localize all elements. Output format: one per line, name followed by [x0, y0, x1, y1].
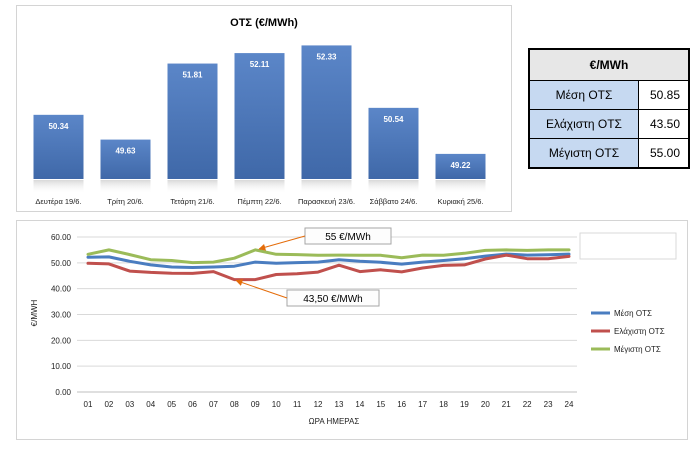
annotation-label-min: 43,50 €/MWh: [303, 294, 362, 305]
x-tick-label: 14: [355, 400, 364, 409]
annotation-arrow-max: [258, 235, 306, 251]
bar-reflection: [234, 180, 285, 194]
x-tick-label: 08: [230, 400, 239, 409]
bar-3: [167, 63, 218, 179]
x-tick-label: 05: [167, 400, 176, 409]
line-chart-x-axis-label: ΩΡΑ ΗΜΕΡΑΣ: [309, 417, 360, 426]
hourly-price-line-chart: 0.00 10.00 20.00 30.00 40.00 50.00 60.00 01 02 0…: [16, 220, 688, 440]
stats-label-mean: Μέση ΟΤΣ: [528, 80, 639, 110]
stats-row-max: Μέγιστη ΟΤΣ 55.00: [528, 138, 690, 169]
bar-value-label: 50.54: [383, 115, 404, 124]
legend-blank-box: [579, 232, 677, 260]
x-tick-label: 24: [565, 400, 574, 409]
stats-table-header: €/MWh: [528, 48, 690, 81]
bar-category-label: Παρασκευή 23/6.: [298, 197, 355, 206]
bar-value-label: 52.33: [316, 52, 337, 61]
x-tick-label: 06: [188, 400, 197, 409]
legend-label: Ελάχιστη ΟΤΣ: [614, 327, 665, 336]
y-tick-label: 10.00: [51, 362, 72, 371]
x-tick-label: 03: [125, 400, 134, 409]
stats-label-max: Μέγιστη ΟΤΣ: [528, 138, 639, 169]
legend-label: Μέγιστη ΟΤΣ: [614, 345, 661, 354]
x-tick-label: 17: [418, 400, 427, 409]
line-chart-y-axis-label: €/MWH: [30, 299, 39, 326]
y-tick-label: 0.00: [55, 388, 71, 397]
annotation-label-max: 55 €/MWh: [325, 232, 371, 243]
y-tick-label: 60.00: [51, 233, 72, 242]
series-line-2: [86, 253, 571, 282]
bar-reflection: [100, 180, 151, 194]
bar-category-label: Κυριακή 25/6.: [437, 197, 483, 206]
bar-value-label: 52.11: [250, 60, 270, 69]
x-tick-label: 11: [293, 400, 302, 409]
stats-value-min: 43.50: [638, 109, 690, 139]
stats-label-min: Ελάχιστη ΟΤΣ: [528, 109, 639, 139]
bar-category-label: Σάββατο 24/6.: [370, 197, 418, 206]
x-tick-label: 19: [460, 400, 469, 409]
bar-category-label: Δευτέρα 19/6.: [35, 197, 81, 206]
bar-category-label: Πέμπτη 22/6.: [237, 197, 281, 206]
x-tick-label: 22: [523, 400, 532, 409]
y-tick-label: 50.00: [51, 259, 72, 268]
bar-reflection: [33, 180, 84, 194]
bar-1: [33, 114, 84, 179]
x-tick-label: 09: [251, 400, 260, 409]
bar-value-label: 49.63: [115, 147, 136, 156]
bar-reflection: [435, 180, 486, 194]
x-tick-label: 04: [146, 400, 155, 409]
x-tick-label: 23: [544, 400, 553, 409]
stats-value-max: 55.00: [638, 138, 690, 169]
stats-table-header-row: €/MWh: [528, 48, 690, 81]
x-tick-label: 10: [272, 400, 281, 409]
series-line-3: [86, 248, 571, 265]
x-tick-label: 18: [439, 400, 448, 409]
bar-5: [301, 45, 352, 180]
annotation-arrow-min: [235, 279, 288, 299]
bar-6: [368, 107, 419, 179]
bar-reflection: [368, 180, 419, 194]
bar-reflection: [167, 180, 218, 194]
x-tick-label: 16: [397, 400, 406, 409]
y-tick-label: 30.00: [51, 311, 72, 320]
x-tick-label: 15: [376, 400, 385, 409]
x-tick-label: 07: [209, 400, 218, 409]
line-chart-svg: 0.00 10.00 20.00 30.00 40.00 50.00 60.00 01 02 0…: [30, 227, 677, 426]
price-stats-table: €/MWh Μέση ΟΤΣ 50.85 Ελάχιστη ΟΤΣ 43.50 …: [528, 48, 690, 169]
bar-category-label: Τετάρτη 21/6.: [170, 197, 214, 206]
stats-row-mean: Μέση ΟΤΣ 50.85: [528, 80, 690, 110]
x-tick-label: 21: [502, 400, 511, 409]
daily-price-bar-chart: 50.34 Δευτέρα 19/6. 49.63 Τρίτη 20/6. 51.81 Τ…: [16, 5, 512, 212]
x-tick-label: 02: [104, 400, 113, 409]
bar-2: [100, 139, 151, 179]
x-tick-label: 20: [481, 400, 490, 409]
bar-4: [234, 53, 285, 180]
bar-value-label: 51.81: [182, 71, 203, 80]
series-line-1: [86, 252, 571, 269]
bar-value-label: 49.22: [450, 161, 471, 170]
bar-chart-svg: 50.34 Δευτέρα 19/6. 49.63 Τρίτη 20/6. 51.81 Τ…: [33, 17, 486, 206]
bar-7: [435, 153, 486, 179]
bar-chart-title: ΟΤΣ (€/MWh): [230, 17, 298, 29]
x-tick-label: 13: [335, 400, 344, 409]
y-tick-label: 40.00: [51, 285, 72, 294]
x-tick-label: 01: [84, 400, 93, 409]
legend-label: Μέση ΟΤΣ: [614, 309, 652, 318]
bar-value-label: 50.34: [48, 122, 69, 131]
stats-value-mean: 50.85: [638, 80, 690, 110]
x-tick-label: 12: [314, 400, 323, 409]
bar-category-label: Τρίτη 20/6.: [107, 197, 143, 206]
bar-reflection: [301, 180, 352, 194]
stats-row-min: Ελάχιστη ΟΤΣ 43.50: [528, 109, 690, 139]
y-tick-label: 20.00: [51, 336, 72, 345]
